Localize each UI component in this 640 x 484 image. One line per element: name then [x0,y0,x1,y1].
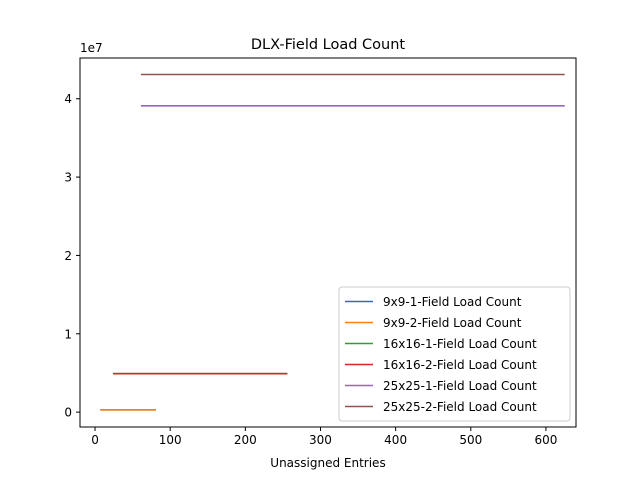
y-tick-label: 0 [64,406,72,420]
y-offset-label: 1e7 [80,41,103,55]
y-tick-label: 2 [64,249,72,263]
chart-title: DLX-Field Load Count [251,37,406,53]
legend-label: 16x16-1-Field Load Count [383,337,537,351]
legend: 9x9-1-Field Load Count 9x9-2-Field Load C… [338,286,571,422]
x-tick-label: 600 [534,433,557,447]
y-tick-label: 1 [64,327,72,341]
legend-label: 9x9-1-Field Load Count [383,295,522,309]
plot-frame [79,57,577,428]
x-tick-label: 400 [384,433,407,447]
x-tick-label: 0 [91,433,99,447]
x-axis-label: Unassigned Entries [270,456,385,470]
y-ticks: 0 1 2 3 4 [64,92,80,420]
y-tick-label: 3 [64,171,72,185]
x-ticks: 0 100 200 300 400 500 600 [91,427,557,447]
x-tick-label: 300 [309,433,332,447]
legend-label: 16x16-2-Field Load Count [383,358,537,372]
x-tick-label: 100 [159,433,182,447]
legend-label: 25x25-1-Field Load Count [383,379,537,393]
legend-box [338,286,571,422]
y-tick-label: 4 [64,92,72,106]
x-tick-label: 200 [234,433,257,447]
legend-label: 25x25-2-Field Load Count [383,400,537,414]
series-lines [100,73,565,411]
legend-label: 9x9-2-Field Load Count [383,316,522,330]
x-tick-label: 500 [459,433,482,447]
